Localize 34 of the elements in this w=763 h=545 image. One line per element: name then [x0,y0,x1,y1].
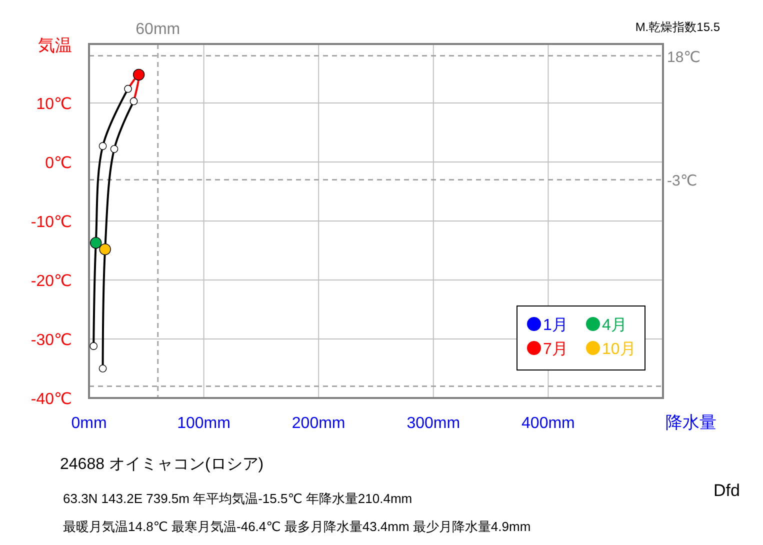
ref-line-label: -3℃ [667,172,698,190]
point [98,364,107,372]
text: 24688 オイミャコン(ロシア) [60,456,264,473]
y-tick-label: -10℃ [30,214,72,231]
ref-line-label: 18℃ [667,48,701,66]
ref-line-label: 60mm [136,21,180,38]
point [90,342,98,350]
y-axis-title: 気温 [38,36,72,55]
legend-label: 4月 [602,317,627,334]
text: 63.3N 143.2E 739.5m 年平均気温-15.5℃ 年降水量210.4mm [63,491,412,506]
point [130,97,138,106]
text: Dfd [714,481,740,500]
y-tick-label: -40℃ [30,391,72,408]
point [98,142,107,150]
x-tick-label: 400mm [522,415,575,432]
point [99,243,111,256]
y-tick-label: 10℃ [36,96,72,113]
x-axis-title: 降水量 [666,413,716,432]
text: M.乾燥指数15.5 [635,20,720,34]
point [124,84,132,93]
point [110,145,118,153]
text: 最暖月気温14.8℃ 最寒月気温-46.4℃ 最多月降水量43.4mm 最少月降水量4.9mm [63,519,531,534]
x-tick-label: 300mm [406,415,460,432]
point [90,236,102,249]
x-tick-label: 100mm [177,415,230,432]
legend-label: 7月 [543,341,568,358]
y-tick-label: -30℃ [30,332,72,349]
legend-label: 1月 [543,317,568,334]
point [132,68,145,81]
x-tick-label: 200mm [292,415,346,432]
y-tick-label: 0℃ [45,155,72,172]
x-tick-label: 0mm [71,415,107,432]
legend-label: 10月 [602,341,636,358]
y-tick-label: -20℃ [30,273,72,290]
